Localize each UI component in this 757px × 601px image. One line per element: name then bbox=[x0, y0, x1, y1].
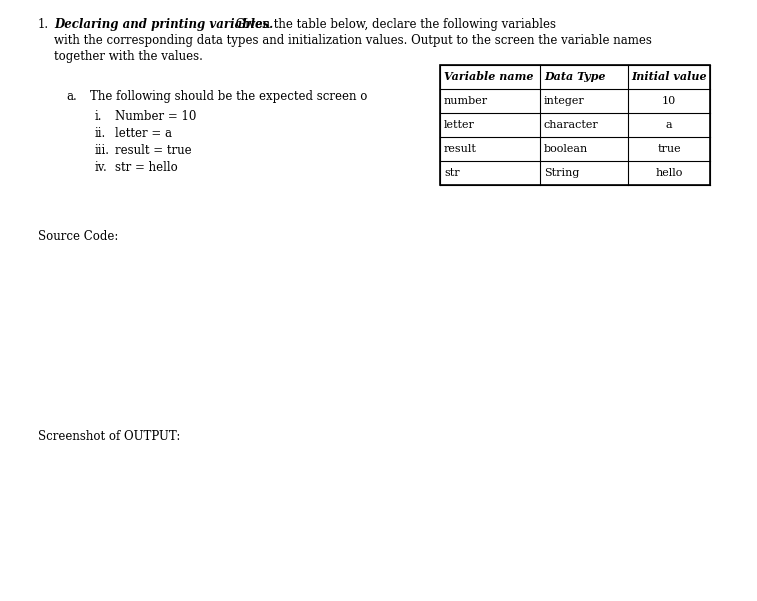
Bar bbox=[440, 65, 710, 185]
Text: String: String bbox=[544, 168, 579, 178]
Text: Source Code:: Source Code: bbox=[38, 230, 118, 243]
Text: Number = 10: Number = 10 bbox=[115, 110, 196, 123]
Text: Data Type: Data Type bbox=[544, 72, 606, 82]
Text: integer: integer bbox=[544, 96, 584, 106]
Text: result: result bbox=[444, 144, 477, 154]
Text: 1.: 1. bbox=[38, 18, 49, 31]
Text: iii.: iii. bbox=[95, 144, 110, 157]
Text: Initial value: Initial value bbox=[631, 72, 707, 82]
Text: str: str bbox=[444, 168, 459, 178]
Text: a: a bbox=[665, 120, 672, 130]
Text: boolean: boolean bbox=[544, 144, 588, 154]
Text: i.: i. bbox=[95, 110, 102, 123]
Text: str = hello: str = hello bbox=[115, 161, 178, 174]
Text: hello: hello bbox=[656, 168, 683, 178]
Text: ii.: ii. bbox=[95, 127, 106, 140]
Text: number: number bbox=[444, 96, 488, 106]
Text: letter = a: letter = a bbox=[115, 127, 172, 140]
Text: Screenshot of OUTPUT:: Screenshot of OUTPUT: bbox=[38, 430, 180, 443]
Text: The following should be the expected screen o: The following should be the expected scr… bbox=[90, 90, 367, 103]
Text: letter: letter bbox=[444, 120, 475, 130]
Text: Variable name: Variable name bbox=[444, 72, 534, 82]
Text: result = true: result = true bbox=[115, 144, 192, 157]
Text: Declaring and printing variables.: Declaring and printing variables. bbox=[54, 18, 273, 31]
Text: with the corresponding data types and initialization values. Output to the scree: with the corresponding data types and in… bbox=[54, 34, 652, 47]
Text: 10: 10 bbox=[662, 96, 676, 106]
Text: character: character bbox=[544, 120, 599, 130]
Text: iv.: iv. bbox=[95, 161, 107, 174]
Text: Given the table below, declare the following variables: Given the table below, declare the follo… bbox=[232, 18, 556, 31]
Text: a.: a. bbox=[66, 90, 76, 103]
Text: together with the values.: together with the values. bbox=[54, 50, 203, 63]
Text: true: true bbox=[657, 144, 681, 154]
